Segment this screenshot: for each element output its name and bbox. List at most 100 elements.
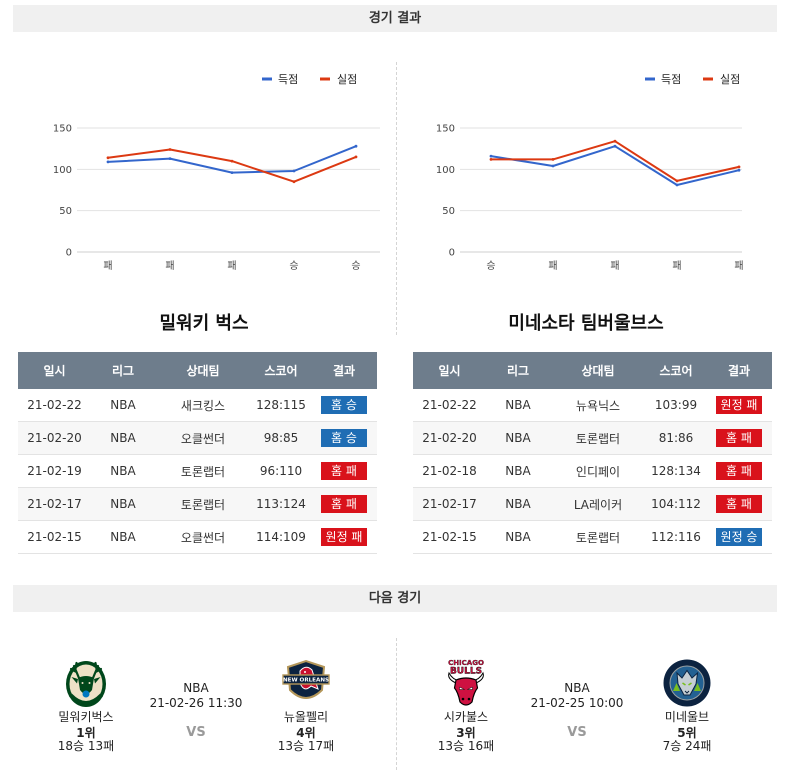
match-datetime: 21-02-26 11:30 xyxy=(149,696,243,710)
cell-date: 21-02-18 xyxy=(413,454,486,488)
cell-date: 21-02-17 xyxy=(18,487,91,521)
team-title-milwaukee: 밀워키 벅스 xyxy=(159,313,249,334)
col-header-league: 리그 xyxy=(486,352,550,389)
cell-opponent: 뉴욕닉스 xyxy=(550,389,646,422)
result-badge: 홈 패 xyxy=(716,462,762,480)
cell-league: NBA xyxy=(486,487,550,521)
cell-result: 홈 패 xyxy=(706,421,772,455)
data-point xyxy=(489,154,493,158)
scored-series-line xyxy=(107,145,357,174)
cell-date: 21-02-19 xyxy=(18,454,91,488)
team-rank: 4위 xyxy=(296,726,316,740)
cell-result: 홈 패 xyxy=(311,454,377,488)
x-tick-label: 승 xyxy=(351,260,360,272)
data-point xyxy=(292,169,296,173)
x-tick-label: 패 xyxy=(227,260,236,272)
data-point xyxy=(106,160,110,164)
next-game-team-minnesota: 미네울브 5위 7승 24패 xyxy=(637,656,737,756)
data-point xyxy=(675,179,679,183)
minnesota-results-table: 일시 리그 상대팀 스코어 결과 21-02-22 NBA 뉴욕닉스 103:9… xyxy=(413,352,772,554)
cell-league: NBA xyxy=(486,454,550,488)
team-title-minnesota: 미네소타 팀버울브스 xyxy=(508,313,664,334)
col-header-opponent: 상대팀 xyxy=(155,352,251,389)
cell-opponent: 토론랩터 xyxy=(155,454,251,488)
data-point xyxy=(551,164,555,168)
cell-league: NBA xyxy=(91,520,155,554)
col-header-date: 일시 xyxy=(413,352,486,389)
match-league: NBA xyxy=(564,681,590,695)
cell-league: NBA xyxy=(91,454,155,488)
table-row: 21-02-15 NBA 오클썬더 114:109 원정 패 xyxy=(18,520,377,554)
result-badge: 원정 패 xyxy=(321,528,367,546)
col-header-score: 스코어 xyxy=(646,352,706,389)
cell-score: 114:109 xyxy=(251,520,311,554)
col-header-league: 리그 xyxy=(91,352,155,389)
col-header-score: 스코어 xyxy=(251,352,311,389)
allowed-series-line xyxy=(107,148,357,183)
result-badge: 원정 승 xyxy=(716,528,762,546)
cell-score: 128:115 xyxy=(251,389,311,422)
data-point xyxy=(230,159,234,163)
data-point xyxy=(737,168,741,172)
cell-result: 홈 승 xyxy=(311,421,377,455)
cell-opponent: 오클썬더 xyxy=(155,520,251,554)
y-tick-label: 50 xyxy=(442,206,455,217)
cell-score: 128:134 xyxy=(646,454,706,488)
logo-text: CHICAGO xyxy=(448,659,484,667)
result-badge: 홈 승 xyxy=(321,429,367,447)
col-header-opponent: 상대팀 xyxy=(550,352,646,389)
match-datetime: 21-02-25 10:00 xyxy=(530,696,624,710)
result-badge: 홈 패 xyxy=(716,495,762,513)
cell-date: 21-02-15 xyxy=(413,520,486,554)
cell-score: 103:99 xyxy=(646,389,706,422)
column-divider xyxy=(396,62,397,335)
cell-opponent: LA레이커 xyxy=(550,487,646,521)
y-tick-label: 150 xyxy=(53,124,72,135)
data-point xyxy=(230,171,234,175)
next-game-info: NBA 21-02-26 11:30 VS xyxy=(136,681,256,743)
next-games-section-header: 다음 경기 xyxy=(13,585,777,612)
y-tick-label: 100 xyxy=(53,165,72,176)
cell-opponent: 토론랩터 xyxy=(155,487,251,521)
result-badge: 홈 패 xyxy=(321,495,367,513)
cell-score: 81:86 xyxy=(646,421,706,455)
cell-opponent: 토론랩터 xyxy=(550,520,646,554)
table-row: 21-02-17 NBA LA레이커 104:112 홈 패 xyxy=(413,487,772,521)
x-tick-label: 패 xyxy=(734,260,743,272)
next-game-team-chicago: CHICAGO BULLS 시카불스 3위 13승 16패 xyxy=(416,656,516,756)
table-row: 21-02-22 NBA 새크킹스 128:115 홈 승 xyxy=(18,389,377,422)
result-badge: 홈 승 xyxy=(321,396,367,414)
table-row: 21-02-15 NBA 토론랩터 112:116 원정 승 xyxy=(413,520,772,554)
data-point xyxy=(613,144,617,148)
legend-label: 실점 xyxy=(720,73,740,86)
team-record: 13승 16패 xyxy=(437,739,495,753)
x-tick-label: 패 xyxy=(672,260,681,272)
cell-league: NBA xyxy=(91,421,155,455)
team-record: 18승 13패 xyxy=(57,739,115,753)
pelicans-logo: NEW ORLEANS xyxy=(282,659,330,699)
data-point xyxy=(168,148,172,151)
team-record: 7승 24패 xyxy=(662,739,712,753)
results-section-title: 경기 결과 xyxy=(368,11,422,26)
team-name: 시카불스 xyxy=(443,710,489,724)
vs-label: VS xyxy=(186,725,206,740)
table-row: 21-02-20 NBA 토론랩터 81:86 홈 패 xyxy=(413,421,772,455)
table-header-row: 일시 리그 상대팀 스코어 결과 xyxy=(18,352,377,389)
team-rank: 3위 xyxy=(456,726,476,740)
data-point xyxy=(354,155,358,159)
data-point xyxy=(675,183,679,187)
y-tick-label: 100 xyxy=(436,165,455,176)
cell-opponent: 인디페이 xyxy=(550,454,646,488)
cell-opponent: 토론랩터 xyxy=(550,421,646,455)
cell-league: NBA xyxy=(91,487,155,521)
milwaukee-score-chart: 0 50 100 150 패 패 패 승 승 득점 실점 xyxy=(53,73,380,272)
result-badge: 홈 패 xyxy=(716,429,762,447)
team-name: 밀워키벅스 xyxy=(58,710,114,724)
cell-date: 21-02-22 xyxy=(18,389,91,422)
logo-text: BULLS xyxy=(450,667,482,677)
data-point xyxy=(106,156,110,160)
cell-score: 98:85 xyxy=(251,421,311,455)
cell-score: 104:112 xyxy=(646,487,706,521)
next-game-team-new-orleans: NEW ORLEANS 뉴올펠리 4위 13승 17패 xyxy=(256,656,356,756)
